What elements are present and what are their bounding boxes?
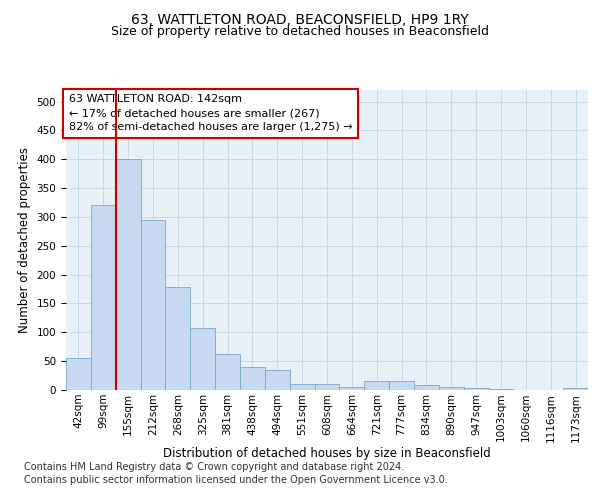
- Y-axis label: Number of detached properties: Number of detached properties: [18, 147, 31, 333]
- Bar: [314, 384, 340, 390]
- Bar: [364, 382, 389, 390]
- Bar: [215, 354, 240, 390]
- Bar: [563, 388, 588, 390]
- Bar: [116, 159, 140, 390]
- Bar: [240, 367, 265, 390]
- Text: 63 WATTLETON ROAD: 142sqm
← 17% of detached houses are smaller (267)
82% of semi: 63 WATTLETON ROAD: 142sqm ← 17% of detac…: [68, 94, 352, 132]
- Bar: [66, 358, 91, 390]
- Text: Size of property relative to detached houses in Beaconsfield: Size of property relative to detached ho…: [111, 25, 489, 38]
- Text: 63, WATTLETON ROAD, BEACONSFIELD, HP9 1RY: 63, WATTLETON ROAD, BEACONSFIELD, HP9 1R…: [131, 12, 469, 26]
- Bar: [340, 387, 364, 390]
- X-axis label: Distribution of detached houses by size in Beaconsfield: Distribution of detached houses by size …: [163, 447, 491, 460]
- Text: Contains HM Land Registry data © Crown copyright and database right 2024.: Contains HM Land Registry data © Crown c…: [24, 462, 404, 472]
- Bar: [439, 387, 464, 390]
- Bar: [464, 388, 488, 390]
- Text: Contains public sector information licensed under the Open Government Licence v3: Contains public sector information licen…: [24, 475, 448, 485]
- Bar: [91, 206, 116, 390]
- Bar: [290, 384, 314, 390]
- Bar: [166, 288, 190, 390]
- Bar: [414, 386, 439, 390]
- Bar: [190, 328, 215, 390]
- Bar: [389, 382, 414, 390]
- Bar: [265, 370, 290, 390]
- Bar: [140, 220, 166, 390]
